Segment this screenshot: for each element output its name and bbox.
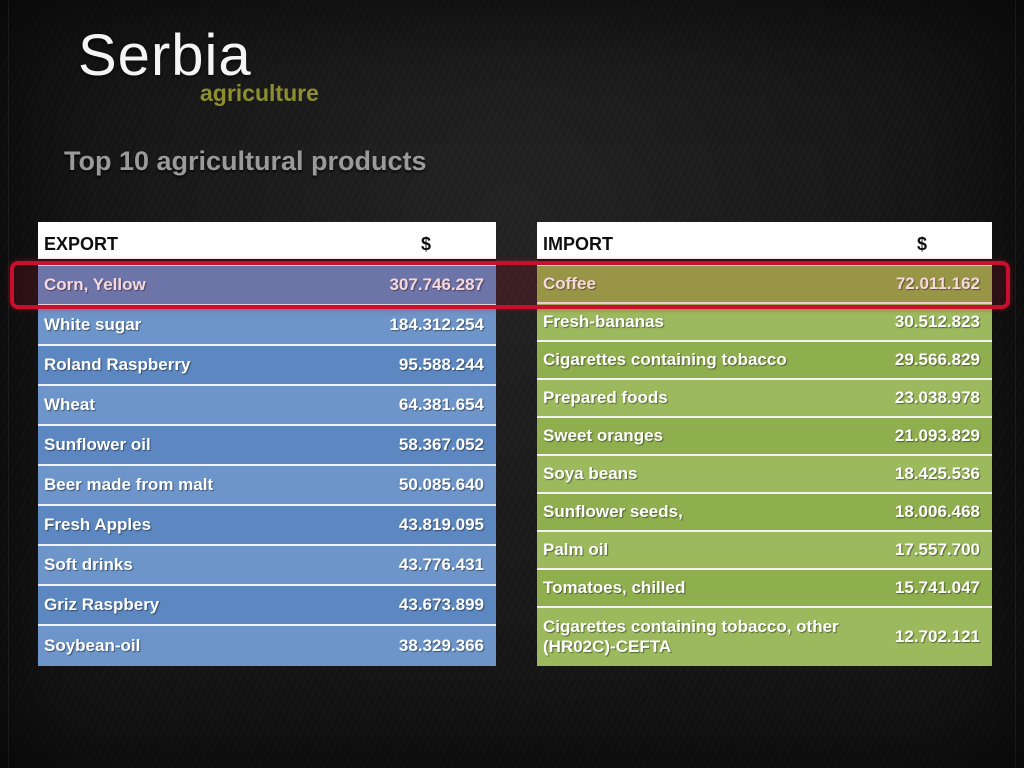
export-header-label: EXPORT (44, 233, 119, 254)
row-value: 15.741.047 (894, 578, 980, 597)
row-value: 18.006.468 (894, 502, 980, 521)
table-row: Sunflower oil 58.367.052 (38, 426, 496, 466)
row-label: Cigarettes containing tobacco, other (HR… (543, 617, 839, 656)
row-value: 38.329.366 (398, 636, 484, 655)
import-table-header: IMPORT $ (537, 222, 992, 266)
row-label: Fresh Apples (44, 515, 152, 535)
export-table: EXPORT $ Corn, Yellow 307.746.287 White su… (38, 222, 496, 666)
row-value: 43.673.899 (398, 595, 484, 614)
slide-title: Serbia (78, 23, 252, 88)
frame-line-right (1015, 0, 1016, 768)
table-row: Soya beans 18.425.536 (537, 456, 992, 494)
table-row: Sweet oranges 21.093.829 (537, 418, 992, 456)
row-value: 43.819.095 (398, 515, 484, 534)
row-value: 29.566.829 (894, 350, 980, 369)
table-row: Coffee 72.011.162 (537, 266, 992, 304)
row-value: 23.038.978 (894, 388, 980, 407)
table-row: Wheat 64.381.654 (38, 386, 496, 426)
row-label: Palm oil (543, 540, 609, 560)
export-table-header: EXPORT $ (38, 222, 496, 266)
row-value: 18.425.536 (894, 464, 980, 483)
row-label: Fresh-bananas (543, 312, 664, 332)
table-row: Fresh Apples 43.819.095 (38, 506, 496, 546)
table-row: Palm oil 17.557.700 (537, 532, 992, 570)
table-row: Fresh-bananas 30.512.823 (537, 304, 992, 342)
row-label: Soybean-oil (44, 636, 141, 656)
row-value: 58.367.052 (398, 435, 484, 454)
row-label: Corn, Yellow (44, 275, 146, 295)
row-value: 184.312.254 (389, 315, 484, 334)
table-row: Tomatoes, chilled 15.741.047 (537, 570, 992, 608)
row-label: Sweet oranges (543, 426, 663, 446)
table-row: White sugar 184.312.254 (38, 306, 496, 346)
import-header-value: $ (916, 233, 927, 254)
row-value: 50.085.640 (398, 475, 484, 494)
row-value: 64.381.654 (398, 395, 484, 414)
export-header-value: $ (420, 233, 431, 254)
table-row: Griz Raspbery 43.673.899 (38, 586, 496, 626)
row-label: White sugar (44, 315, 142, 335)
table-row: Cigarettes containing tobacco, other (HR… (537, 608, 992, 666)
row-label: Prepared foods (543, 388, 668, 408)
table-row: Sunflower seeds, 18.006.468 (537, 494, 992, 532)
row-value: 307.746.287 (389, 275, 484, 294)
row-label: Soya beans (543, 464, 638, 484)
import-table: IMPORT $ Coffee 72.011.162 Fresh-bananas 30… (537, 222, 992, 666)
row-label: Tomatoes, chilled (543, 578, 686, 598)
table-row: Cigarettes containing tobacco 29.566.829 (537, 342, 992, 380)
row-label: Wheat (44, 395, 95, 415)
row-label: Sunflower seeds, (543, 502, 683, 522)
row-value: 21.093.829 (894, 426, 980, 445)
row-label: Coffee (543, 274, 596, 294)
slide-subtitle: agriculture (200, 80, 319, 106)
row-value: 12.702.121 (894, 627, 980, 646)
import-header-label: IMPORT (543, 233, 613, 254)
row-value: 95.588.244 (398, 355, 484, 374)
table-row: Corn, Yellow 307.746.287 (38, 266, 496, 306)
row-label: Sunflower oil (44, 435, 151, 455)
table-row: Roland Raspberry 95.588.244 (38, 346, 496, 386)
row-label: Roland Raspberry (44, 355, 191, 375)
row-label: Griz Raspbery (44, 595, 160, 615)
row-value: 17.557.700 (894, 540, 980, 559)
section-heading: Top 10 agricultural products (64, 146, 427, 176)
frame-line-left (8, 0, 9, 768)
table-row: Soft drinks 43.776.431 (38, 546, 496, 586)
row-label: Soft drinks (44, 555, 133, 575)
table-row: Beer made from malt 50.085.640 (38, 466, 496, 506)
row-value: 30.512.823 (894, 312, 980, 331)
table-row: Soybean-oil 38.329.366 (38, 626, 496, 666)
row-value: 43.776.431 (398, 555, 484, 574)
table-row: Prepared foods 23.038.978 (537, 380, 992, 418)
row-label: Cigarettes containing tobacco (543, 350, 787, 370)
row-label: Beer made from malt (44, 475, 214, 495)
row-value: 72.011.162 (895, 274, 980, 293)
